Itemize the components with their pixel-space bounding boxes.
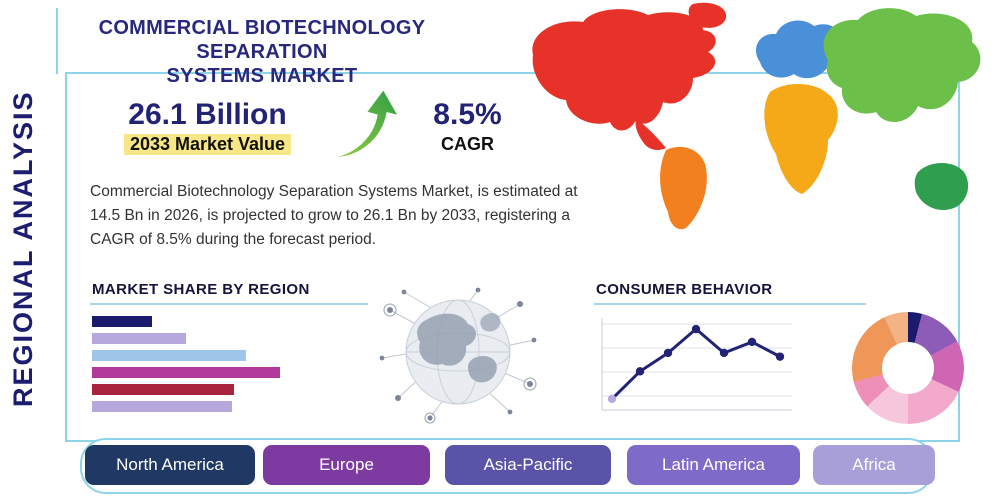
- market-summary-text: Commercial Biotechnology Separation Syst…: [90, 183, 578, 249]
- consumer-behavior-chart: [596, 306, 796, 424]
- regional-analysis-label: REGIONAL ANALYSIS: [8, 90, 38, 408]
- continent-europe: [755, 20, 843, 79]
- market-share-heading: MARKET SHARE BY REGION: [92, 281, 310, 298]
- continent-africa: [764, 83, 838, 194]
- growth-arrow-icon: [327, 87, 400, 160]
- donut-chart: [852, 312, 964, 424]
- market-share-bar-3: [92, 350, 246, 361]
- market-share-underline: [90, 303, 368, 305]
- page-title-line-2: SYSTEMS MARKET: [166, 65, 358, 87]
- market-share-bar-2: [92, 333, 186, 344]
- market-value-label: 2033 Market Value: [123, 134, 292, 155]
- region-button-latin-america[interactable]: Latin America: [627, 445, 800, 485]
- continent-asia: [823, 8, 981, 123]
- continent-south-america: [660, 146, 707, 230]
- region-button-north-america[interactable]: North America: [85, 445, 255, 485]
- region-button-africa[interactable]: Africa: [813, 445, 935, 485]
- title-divider: [56, 8, 58, 74]
- region-button-asia-pacific[interactable]: Asia-Pacific: [445, 445, 611, 485]
- page-title: COMMERCIAL BIOTECHNOLOGY SEPARATION SYST…: [52, 16, 472, 88]
- consumer-behavior-underline: [594, 303, 866, 305]
- world-map: [532, 2, 981, 230]
- market-share-bar-1: [92, 316, 152, 327]
- market-value-stat: 26.1 Billion 2033 Market Value: [100, 98, 315, 155]
- central-america: [635, 118, 666, 150]
- cagr-number: 8.5%: [433, 98, 502, 131]
- cagr-stat: 8.5% CAGR: [405, 98, 530, 155]
- region-button-europe[interactable]: Europe: [263, 445, 430, 485]
- market-share-bar-5: [92, 384, 234, 395]
- continent-australia: [914, 163, 969, 211]
- greenland: [688, 2, 727, 28]
- globe-network-graphic: [379, 287, 537, 424]
- continent-north-america: [532, 9, 716, 131]
- consumer-behavior-heading: CONSUMER BEHAVIOR: [596, 281, 773, 298]
- cagr-label: CAGR: [441, 134, 494, 154]
- market-share-bar-chart: [92, 316, 292, 418]
- market-share-bar-6: [92, 401, 232, 412]
- market-share-bar-4: [92, 367, 280, 378]
- market-value-number: 26.1 Billion: [128, 98, 287, 131]
- page-title-line-1: COMMERCIAL BIOTECHNOLOGY SEPARATION: [98, 17, 426, 63]
